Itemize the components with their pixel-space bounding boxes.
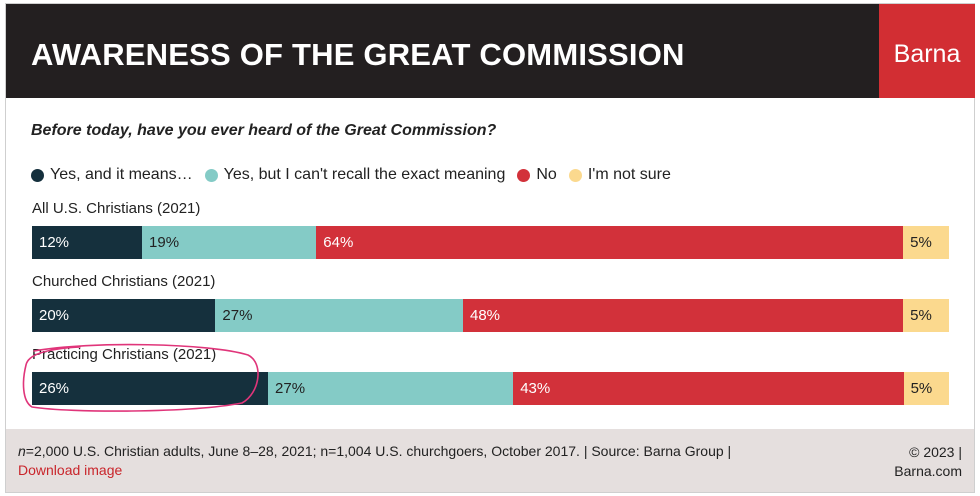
copyright-year: © 2023 | (909, 444, 962, 460)
legend-label: No (536, 166, 557, 183)
chart-legend: Yes, and it means… Yes, but I can't recal… (31, 165, 683, 185)
legend-swatch (31, 168, 44, 182)
legend-swatch (204, 168, 218, 182)
sample-source-note: n=2,000 U.S. Christian adults, June 8–28… (18, 443, 731, 459)
data-label: 27% (222, 307, 253, 324)
bar-segment: 27% (268, 372, 514, 405)
data-label: 5% (910, 380, 933, 397)
bar-segment: 5% (903, 372, 949, 405)
chart-card: AWARENESS OF THE GREAT COMMISSION Barna … (5, 3, 975, 493)
bar-segment: 5% (903, 226, 949, 259)
category-label: All U.S. Christians (2021) (32, 200, 201, 217)
data-label: 5% (910, 234, 932, 251)
stacked-bar: 20% 27% 48% 5% (32, 299, 949, 332)
data-label: 64% (323, 234, 354, 251)
data-label: 12% (39, 234, 70, 251)
legend-item-2: Yes, but I can't recall the exact meanin… (204, 166, 506, 184)
legend-swatch (517, 168, 531, 182)
chart-title: AWARENESS OF THE GREAT COMMISSION (31, 37, 685, 72)
category-label: Churched Christians (2021) (32, 273, 216, 290)
legend-item-4: I'm not sure (568, 166, 671, 184)
data-label: 5% (910, 307, 932, 324)
bar-segment: 26% (32, 372, 269, 405)
bar-segment: 64% (316, 226, 904, 259)
bar-segment: 12% (32, 226, 143, 259)
chart-header: AWARENESS OF THE GREAT COMMISSION (6, 4, 879, 98)
data-label: 20% (39, 307, 70, 324)
category-label: Practicing Christians (2021) (32, 346, 217, 363)
data-label: 48% (469, 307, 501, 324)
data-label: 43% (520, 380, 551, 397)
sample-note-text: =2,000 U.S. Christian adults, June 8–28,… (25, 443, 732, 459)
bar-segment: 43% (513, 372, 904, 405)
barna-logo: Barna (879, 4, 975, 98)
download-image-link[interactable]: Download image (18, 462, 123, 478)
legend-label: Yes, and it means… (50, 166, 193, 183)
barna-website: Barna.com (894, 463, 962, 479)
legend-label: I'm not sure (587, 166, 671, 183)
stacked-bar: 12% 19% 64% 5% (32, 226, 949, 259)
n-symbol: n (18, 443, 26, 459)
legend-item-3: No (517, 166, 557, 184)
bar-segment: 27% (215, 299, 463, 332)
chart-footer: n=2,000 U.S. Christian adults, June 8–28… (6, 429, 974, 492)
legend-label: Yes, but I can't recall the exact meanin… (223, 166, 506, 183)
stacked-bar: 26% 27% 43% 5% (32, 372, 949, 405)
brand-name: Barna (893, 40, 961, 68)
bar-segment: 5% (903, 299, 949, 332)
data-label: 19% (149, 234, 180, 251)
legend-swatch (568, 168, 582, 182)
copyright: © 2023 | Barna.com (894, 443, 962, 481)
legend-item-1: Yes, and it means… (31, 166, 193, 184)
bar-segment: 20% (32, 299, 216, 332)
data-label: 27% (275, 380, 306, 397)
bar-segment: 19% (142, 226, 317, 259)
bar-segment: 48% (462, 299, 904, 332)
data-label: 26% (39, 380, 70, 397)
survey-question: Before today, have you ever heard of the… (31, 122, 497, 139)
